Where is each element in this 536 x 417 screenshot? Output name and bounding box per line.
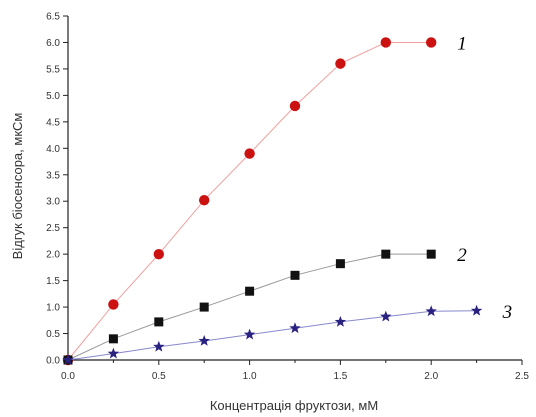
series-1-point bbox=[380, 37, 391, 48]
x-tick-label: 1.0 bbox=[243, 371, 257, 382]
series-3-point bbox=[107, 347, 120, 359]
series-1-point bbox=[244, 148, 255, 159]
x-axis-ticks: 0.0 0.5 1.0 1.5 2.0 2.5 bbox=[61, 360, 529, 382]
y-tick-label: 5.0 bbox=[46, 91, 60, 102]
series-3-point bbox=[289, 322, 301, 334]
axes bbox=[67, 16, 522, 361]
x-tick-label: 0.5 bbox=[152, 371, 166, 382]
series-1-point bbox=[153, 248, 164, 260]
series-3-point bbox=[380, 310, 392, 322]
series-3-point bbox=[243, 328, 256, 340]
series-3-point bbox=[198, 334, 210, 346]
series-2-label: 2 bbox=[457, 245, 467, 266]
x-tick-label: 2.5 bbox=[515, 371, 529, 382]
y-tick-label: 1.0 bbox=[46, 303, 60, 314]
series-2-point bbox=[335, 259, 345, 269]
series-2-point bbox=[426, 249, 436, 259]
series-3-line bbox=[67, 310, 477, 361]
series-1-point bbox=[335, 58, 346, 69]
y-axis-ticks: 0.0 0.5 1.0 1.5 2.0 2.5 3.0 3.5 4.0 4.5 5.0 5.5 6.0 6… bbox=[46, 12, 68, 367]
series-1-point bbox=[199, 194, 210, 206]
x-tick-label: 0.0 bbox=[61, 371, 75, 382]
series-1-point bbox=[289, 100, 301, 112]
series-2-point bbox=[199, 302, 209, 312]
series-2-point bbox=[381, 249, 391, 259]
y-tick-label: 1.5 bbox=[46, 276, 60, 287]
series-2-point bbox=[108, 334, 118, 344]
y-tick-label: 6.5 bbox=[46, 12, 60, 23]
series-layer: 1 2 3 bbox=[62, 33, 512, 366]
series-3-point bbox=[425, 305, 437, 317]
series-1-point bbox=[108, 299, 119, 310]
series-2-point bbox=[154, 317, 164, 327]
x-axis-title: Концентрація фруктози, мМ bbox=[210, 398, 378, 413]
y-tick-label: 4.5 bbox=[46, 117, 60, 128]
x-tick-label: 2.0 bbox=[424, 371, 438, 382]
y-tick-label: 2.0 bbox=[46, 250, 60, 261]
series-3-point bbox=[334, 315, 347, 327]
series-1: 1 bbox=[62, 33, 467, 366]
series-1-point bbox=[426, 37, 437, 48]
series-1-label: 1 bbox=[457, 33, 467, 54]
x-tick-label: 1.5 bbox=[333, 371, 347, 382]
series-3-label: 3 bbox=[502, 302, 512, 323]
series-3-point bbox=[62, 354, 74, 365]
series-3-point bbox=[153, 340, 165, 352]
y-axis-title: Відгук біосенсора, мкСм bbox=[10, 113, 25, 260]
series-1-line bbox=[67, 41, 432, 361]
y-tick-label: 0.5 bbox=[46, 329, 60, 340]
series-2: 2 bbox=[63, 245, 467, 365]
y-tick-label: 5.5 bbox=[46, 64, 60, 75]
y-tick-label: 6.0 bbox=[46, 38, 60, 49]
series-3: 3 bbox=[62, 302, 512, 365]
y-tick-label: 0.0 bbox=[46, 356, 60, 367]
y-tick-label: 3.0 bbox=[46, 197, 60, 208]
y-tick-label: 3.5 bbox=[46, 170, 60, 181]
series-2-point bbox=[245, 286, 255, 296]
series-2-line bbox=[67, 253, 432, 361]
y-tick-label: 4.0 bbox=[46, 144, 60, 155]
series-2-point bbox=[290, 270, 300, 280]
y-tick-label: 2.5 bbox=[46, 223, 60, 234]
series-3-point bbox=[470, 304, 483, 316]
